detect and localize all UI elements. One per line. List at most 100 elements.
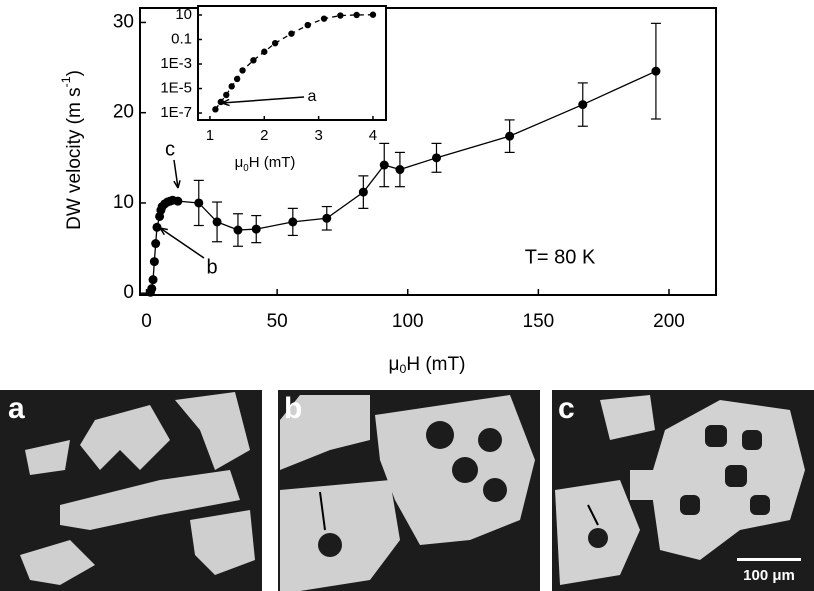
y-tick-label: 1E-5 [160,79,192,96]
y-tick-label: 20 [113,102,134,123]
annotation-arrow [173,159,179,189]
annotation: a [308,88,317,105]
y-tick-label: 1E-3 [160,55,192,72]
point [250,57,257,64]
arrow-head [221,98,230,107]
point [651,66,661,76]
point [223,91,230,99]
point [152,222,162,232]
panel-label: a [8,392,25,425]
arrow-head [159,227,168,236]
plot-frame [197,5,387,121]
annotation: b [206,256,217,278]
arrow-head [173,180,181,189]
point [149,257,159,267]
point [353,11,360,19]
panel-b: b [278,390,540,591]
axis-label: μ0H (mT) [235,154,296,174]
x-tick-label: 50 [267,311,288,332]
point [505,131,515,141]
panel-c: 100 μm c [552,390,814,591]
axis-label: μ0H (mT) [389,354,466,376]
point [271,39,279,47]
hole [588,528,608,548]
x-tick-label: 150 [523,311,555,332]
scale-bar-label: 100 μm [743,567,795,584]
annotation-arrow [159,227,205,259]
arrow [319,491,326,531]
axis-label-part: 0 [399,362,406,376]
point [358,187,368,197]
point [233,225,243,235]
point [233,75,241,83]
axis-label-part: 0 [243,163,249,174]
axis-label-part: H (mT) [406,354,465,375]
y-tick-label: 0.1 [171,30,192,47]
point [173,196,183,206]
point [322,213,332,223]
point [578,100,588,110]
hole [483,478,507,502]
x-tick-label: 2 [260,127,268,144]
y-tick-label: 10 [175,6,192,23]
point [288,217,298,227]
panel-label: c [558,392,575,425]
point [212,106,219,113]
point [212,217,222,227]
x-tick-label: 0 [141,311,152,332]
hole [742,430,762,450]
point [148,275,158,285]
annotation: T= 80 K [525,246,596,268]
inset-chart: 1 2 3 4 1E-7 1E-5 1E-3 0.1 10 μ0H (mT) a [160,5,387,174]
axis-label-part: ) [64,70,85,76]
axis-label-part: μ [235,154,244,171]
y-tick-label: 30 [113,11,134,32]
annotation-arrow [221,96,305,104]
point [228,83,235,90]
point [431,153,441,163]
x-tick-label: 1 [206,127,214,144]
point [395,165,405,175]
hole [452,457,478,483]
x-tick-label: 3 [314,127,322,144]
domain [280,395,535,591]
hole [680,495,700,515]
y-tick-label: 1E-7 [160,104,192,121]
panel-a: a [0,390,262,591]
point [369,11,377,18]
x-tick-label: 4 [369,127,377,144]
panel-label: b [284,392,302,425]
point [379,160,389,170]
axis-label-part: H (mT) [249,154,296,171]
domain [20,392,255,585]
point [239,67,246,74]
hole [725,465,747,487]
point [147,284,157,294]
hole [705,425,727,447]
arrow [587,504,599,526]
hole [478,428,502,452]
x-tick-label: 200 [653,311,685,332]
point [337,12,344,19]
axis-label-part: DW velocity (m s [64,87,85,230]
point [320,15,328,22]
axis-label-part: μ [389,354,400,375]
point [251,224,261,234]
hole [318,533,342,557]
point [194,198,204,208]
y-tick-label: 10 [113,192,134,213]
point [288,30,295,37]
x-tick-label: 100 [392,311,424,332]
annotation: c [165,138,175,160]
hole [750,495,770,515]
scale-bar [737,558,801,561]
hole [426,421,454,449]
y-tick-label: 0 [123,282,134,303]
axis-label: DW velocity (m s-1) [59,70,85,230]
axis-label-part: -1 [59,76,73,87]
point [261,48,268,55]
point [151,239,161,249]
point [304,21,311,29]
